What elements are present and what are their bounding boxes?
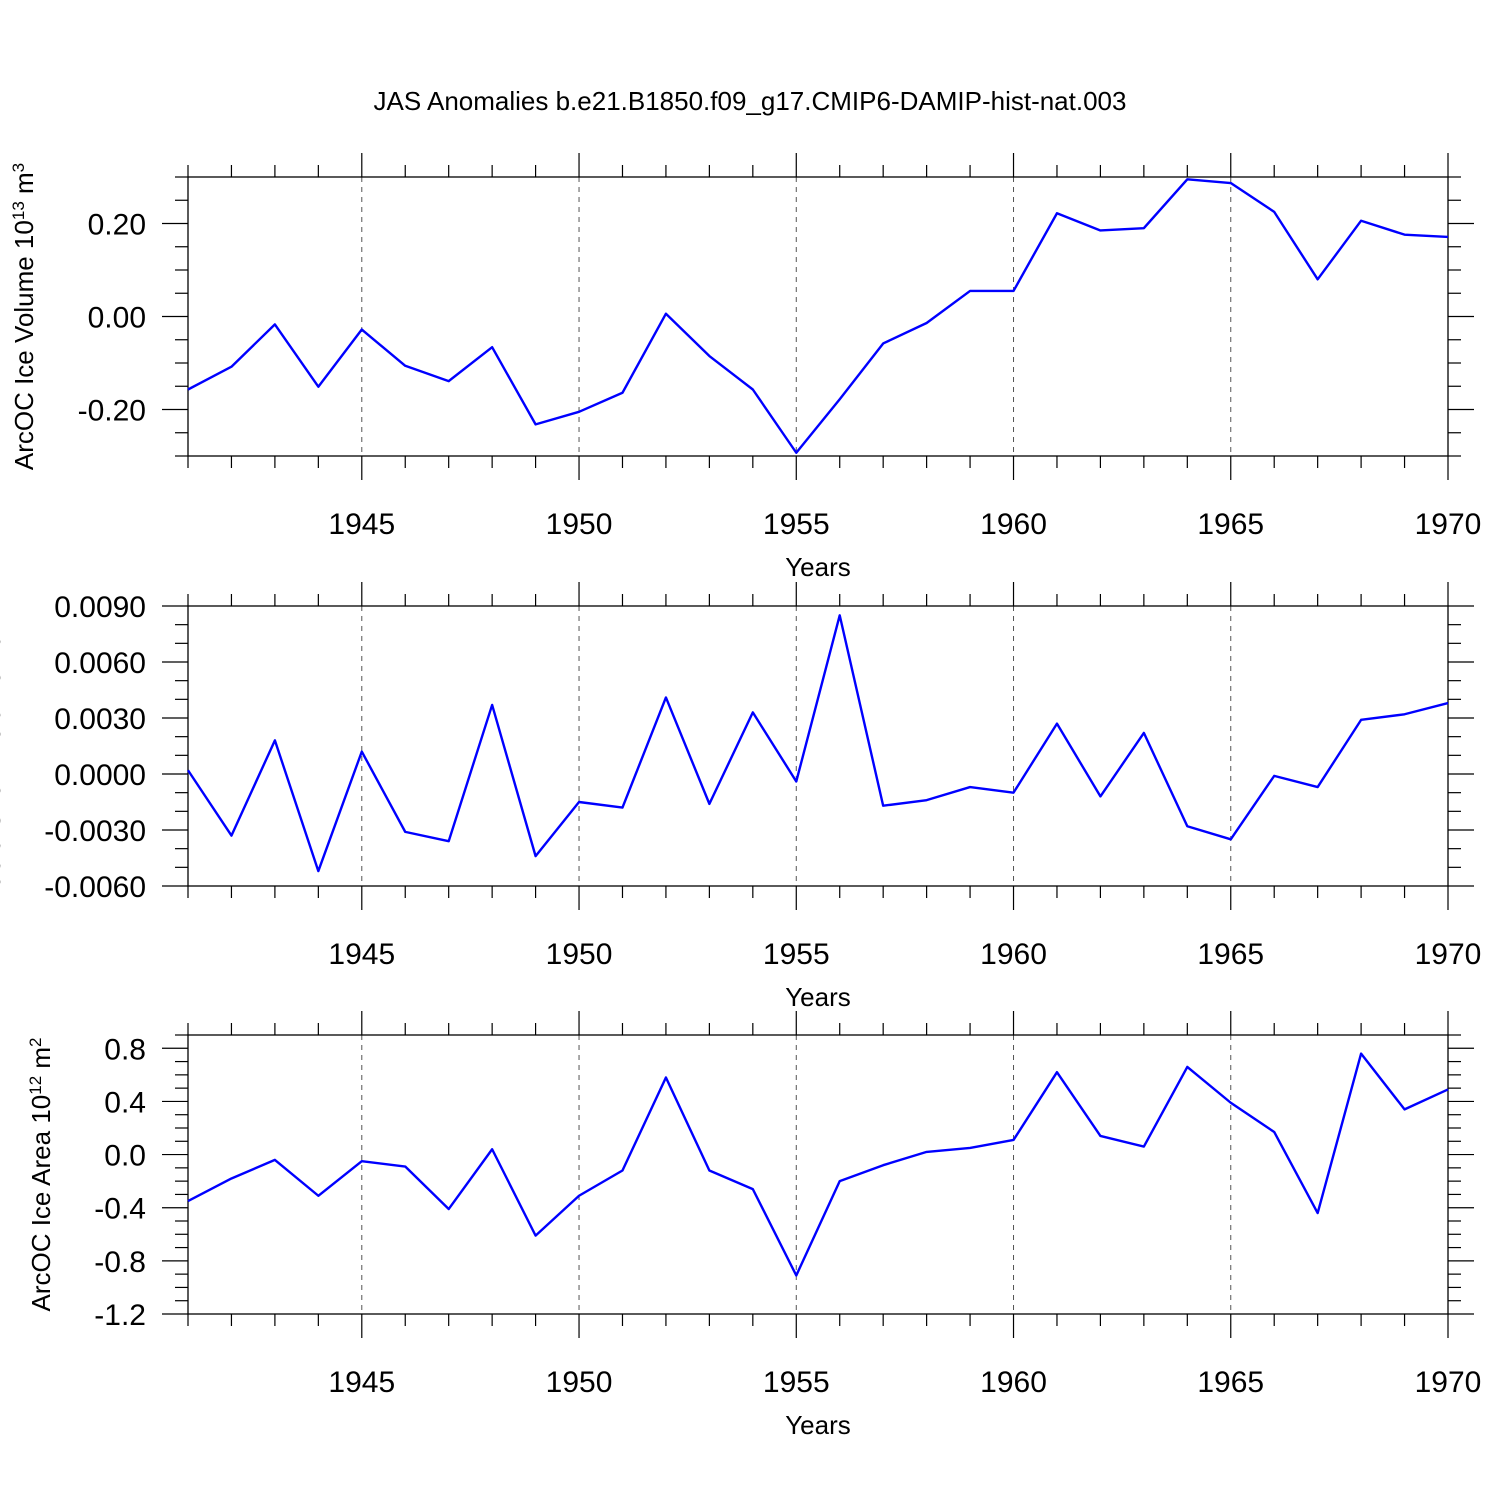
- y-tick-label: 0.0030: [54, 703, 146, 736]
- panel-3: -1.2 -0.8 -0.4 0.0 0.4 0.8 1945 1950 1955 1960 196…: [26, 1011, 1482, 1440]
- plot-frame: [187, 1034, 1449, 1315]
- series-line-1: [187, 178, 1449, 454]
- x-tick-label: 1950: [546, 508, 613, 541]
- x-tick-label: 1945: [328, 508, 395, 541]
- plot-frame: [187, 605, 1449, 887]
- y-tick-label: 0.0000: [54, 759, 146, 792]
- y-tick-label: -0.0060: [44, 871, 146, 904]
- x-axis-label: Years: [785, 552, 851, 582]
- x-tick-label: 1965: [1197, 938, 1264, 971]
- chart-title: JAS Anomalies b.e21.B1850.f09_g17.CMIP6-…: [374, 86, 1127, 116]
- x-axis-label: Years: [785, 982, 851, 1012]
- x-tick-label: 1960: [980, 1366, 1047, 1399]
- panel-1: -0.20 0.00 0.20 1945 1950 1955 1960 1965 1970 Yea…: [9, 153, 1482, 582]
- y-tick-label: -0.8: [94, 1246, 146, 1279]
- x-tick-label: 1950: [546, 1366, 613, 1399]
- x-tick-label: 1960: [980, 938, 1047, 971]
- y-tick-label: -0.4: [94, 1193, 146, 1226]
- y-tick-label: 0.0: [104, 1140, 146, 1173]
- panel-2: -0.0060 -0.0030 0.0000 0.0030 0.0060 0.0090 19…: [0, 577, 1482, 1012]
- y-tick-label: -1.2: [94, 1299, 146, 1332]
- x-tick-label: 1945: [328, 938, 395, 971]
- x-tick-label: 1965: [1197, 508, 1264, 541]
- y-tick-label: -0.0030: [44, 815, 146, 848]
- panels: -0.20 0.00 0.20 1945 1950 1955 1960 1965 1970 Yea…: [0, 153, 1481, 1440]
- y-axis-label: ArcOC Ice Area 1012 m2: [26, 1037, 57, 1311]
- x-tick-label: 1945: [328, 1366, 395, 1399]
- y-tick-label: 0.0090: [54, 591, 146, 624]
- x-tick-label: 1950: [546, 938, 613, 971]
- x-tick-label: 1955: [763, 1366, 830, 1399]
- x-tick-label: 1965: [1197, 1366, 1264, 1399]
- y-tick-label: 0.20: [88, 209, 146, 242]
- y-tick-label: -0.20: [78, 395, 146, 428]
- y-axis-label: ArcOC Ice Volume 1013 m3: [9, 163, 40, 470]
- x-tick-label: 1955: [763, 508, 830, 541]
- series-line-1: [187, 614, 1449, 873]
- x-tick-label: 1970: [1415, 938, 1482, 971]
- series-line-1: [187, 1052, 1449, 1277]
- x-tick-label: 1970: [1415, 1366, 1482, 1399]
- y-tick-label: 0.8: [104, 1033, 146, 1066]
- plot-frame: [187, 176, 1449, 457]
- y-tick-label: 0.4: [104, 1086, 146, 1119]
- x-tick-label: 1960: [980, 508, 1047, 541]
- x-tick-label: 1955: [763, 938, 830, 971]
- x-tick-label: 1970: [1415, 508, 1482, 541]
- y-tick-label: 0.0060: [54, 647, 146, 680]
- x-axis-label: Years: [785, 1410, 851, 1440]
- y-tick-label: 0.00: [88, 302, 146, 335]
- y-axis-label: ArcOC Snow Volume 1013 m3: [0, 577, 6, 915]
